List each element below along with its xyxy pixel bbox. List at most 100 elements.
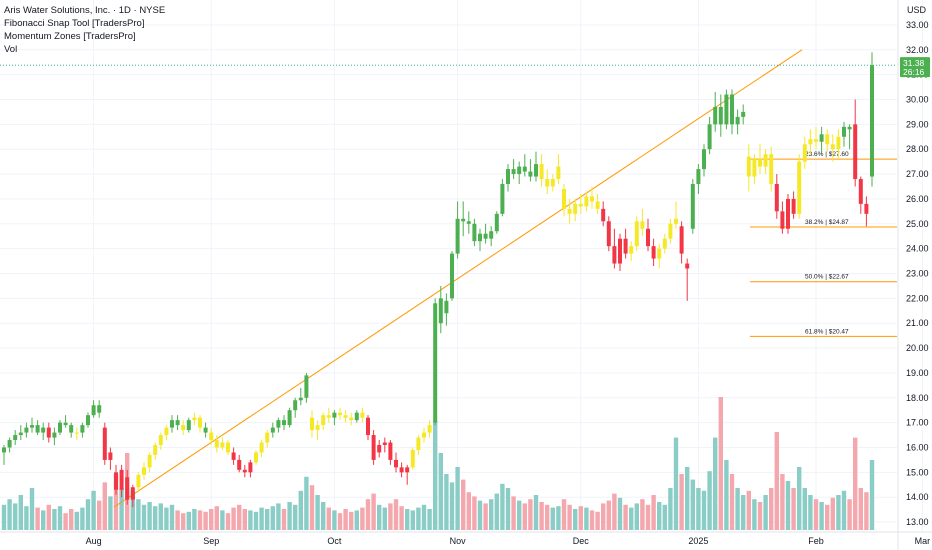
volume-bar [836,495,841,530]
candle-body [724,94,729,125]
volume-bar [735,488,740,530]
time-axis-label: Dec [573,536,590,546]
volume-bar [752,499,757,530]
volume-bar [270,506,275,530]
candle-body [517,166,522,175]
volume-bar [869,460,875,530]
volume-bar [186,511,191,530]
candle-body [186,420,191,431]
fib-level-label: 61.8% | $20.47 [805,328,849,335]
candle-body [550,179,555,187]
volume-bar [287,502,292,530]
volume-bar [421,504,427,530]
candle-body [573,203,578,214]
candle-body [500,184,505,214]
volume-bar [360,507,365,530]
volume-bar [685,467,690,530]
candle-body [623,238,628,254]
candle-body [595,201,600,209]
candle-body [2,447,6,453]
candle-body [209,432,214,441]
volume-bar [511,496,516,530]
volume-bar [69,509,74,530]
indicator-volume-label[interactable]: Vol [4,44,18,55]
time-axis-label: Oct [327,536,342,546]
volume-bar [629,507,634,530]
price-axis-tick-label: 32.00 [906,45,929,55]
price-axis-tick-label: 14.00 [906,492,929,502]
candle-body [321,415,326,426]
volume-bar [231,507,236,530]
volume-bar [349,511,354,530]
price-axis-tick-label: 30.00 [906,94,929,104]
volume-bar [444,474,449,530]
volume-bar [763,495,768,530]
volume-bar [192,509,197,530]
candle-body [80,425,85,433]
volume-bar [864,492,869,530]
volume-bar [461,479,466,530]
volume-bar [405,509,410,530]
volume-bar [365,499,371,530]
candle-body [405,467,410,473]
time-axis-label: Sep [203,536,219,546]
candle-body [371,435,376,460]
price-axis-tick-label: 17.00 [906,418,929,428]
volume-bar [612,493,617,530]
volume-bar [242,509,247,530]
price-axis-tick-label: 16.00 [906,442,929,452]
volume-bar [141,504,147,530]
indicator-fibonacci-label[interactable]: Fibonacci Snap Tool [TradersPro] [4,18,145,29]
candle-body [198,417,202,428]
volume-bar [113,474,119,530]
volume-bar [427,509,432,530]
candle-body [528,171,533,177]
candle-body [338,412,342,416]
volume-bar [847,499,852,530]
candle-body [254,452,258,463]
candle-body [304,375,309,398]
candle-body [797,161,802,214]
candle-body [825,134,830,145]
price-axis-tick-label: 20.00 [906,343,929,353]
last-price-tag [900,57,930,78]
candle-body [606,221,611,247]
indicator-momentum-label[interactable]: Momentum Zones [TradersPro] [4,31,136,42]
last-price-value: 31.38 [903,58,925,68]
candle-body [237,459,242,470]
candle-body [791,198,796,214]
candle-body [35,425,40,433]
candle-body [69,425,74,433]
volume-bar [130,490,135,530]
candle-body [534,164,538,177]
candle-body [427,425,432,433]
volume-bar [298,490,303,530]
candle-body [142,467,146,475]
candle-body [472,223,477,242]
candle-body [679,226,684,254]
candle-body [668,223,673,239]
volume-bar [214,506,219,530]
volume-bar [97,500,102,530]
candle-body [556,166,561,180]
volume-bar [248,510,253,530]
candle-body [63,422,68,426]
candle-body [354,412,359,421]
candle-body [466,221,471,224]
candle-body [343,415,348,418]
price-axis-tick-label: 18.00 [906,393,929,403]
candle-body [52,432,57,438]
candle-body [24,427,29,433]
volume-bar [668,488,673,530]
candle-body [707,124,712,150]
volume-bar [85,499,91,530]
volume-bar [741,495,746,530]
volume-bar [35,507,40,530]
candle-body [158,435,163,445]
candle-body [858,179,863,204]
candle-body [315,425,320,431]
volume-bar [41,510,46,530]
chart-legend: Aris Water Solutions, Inc. · 1D · NYSE F… [4,4,165,56]
